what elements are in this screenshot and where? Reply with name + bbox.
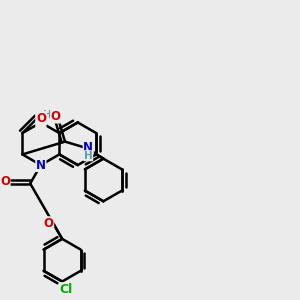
Text: N: N [36,114,46,127]
Text: O: O [44,217,54,230]
Text: H: H [84,151,93,161]
Text: O: O [51,110,61,123]
Text: O: O [36,112,46,124]
Text: H: H [43,110,52,120]
Text: Cl: Cl [59,283,73,296]
Text: N: N [36,159,46,172]
Text: O: O [0,175,10,188]
Text: N: N [83,140,93,154]
